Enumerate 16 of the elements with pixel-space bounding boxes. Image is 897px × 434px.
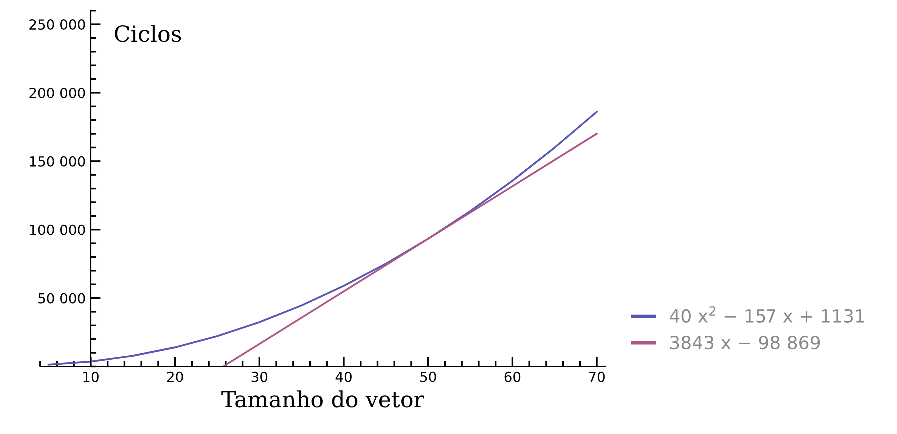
- x-tick-label: 30: [252, 372, 268, 382]
- y-tick-label: 200 000: [30, 88, 86, 98]
- legend-label: 3843 x − 98 869: [670, 336, 820, 350]
- legend-label: 40 x$^{2}$ − 157 x + 1131: [670, 306, 864, 323]
- y-axis-title: Ciclos: [115, 25, 182, 42]
- y-tick-label: 100 000: [30, 224, 86, 236]
- x-tick-label: 20: [168, 372, 184, 382]
- x-tick-label: 10: [84, 372, 99, 382]
- x-tick-label: 50: [420, 372, 436, 382]
- x-axis-title: Tamanho do vetor: [222, 390, 424, 408]
- y-tick-label: 150 000: [30, 156, 86, 167]
- y-tick-label: 50 000: [38, 293, 86, 304]
- x-tick-label: 40: [336, 372, 352, 382]
- x-tick-label: 60: [504, 372, 521, 382]
- x-tick-label: 70: [589, 372, 605, 382]
- y-tick-label: 250 000: [30, 20, 86, 30]
